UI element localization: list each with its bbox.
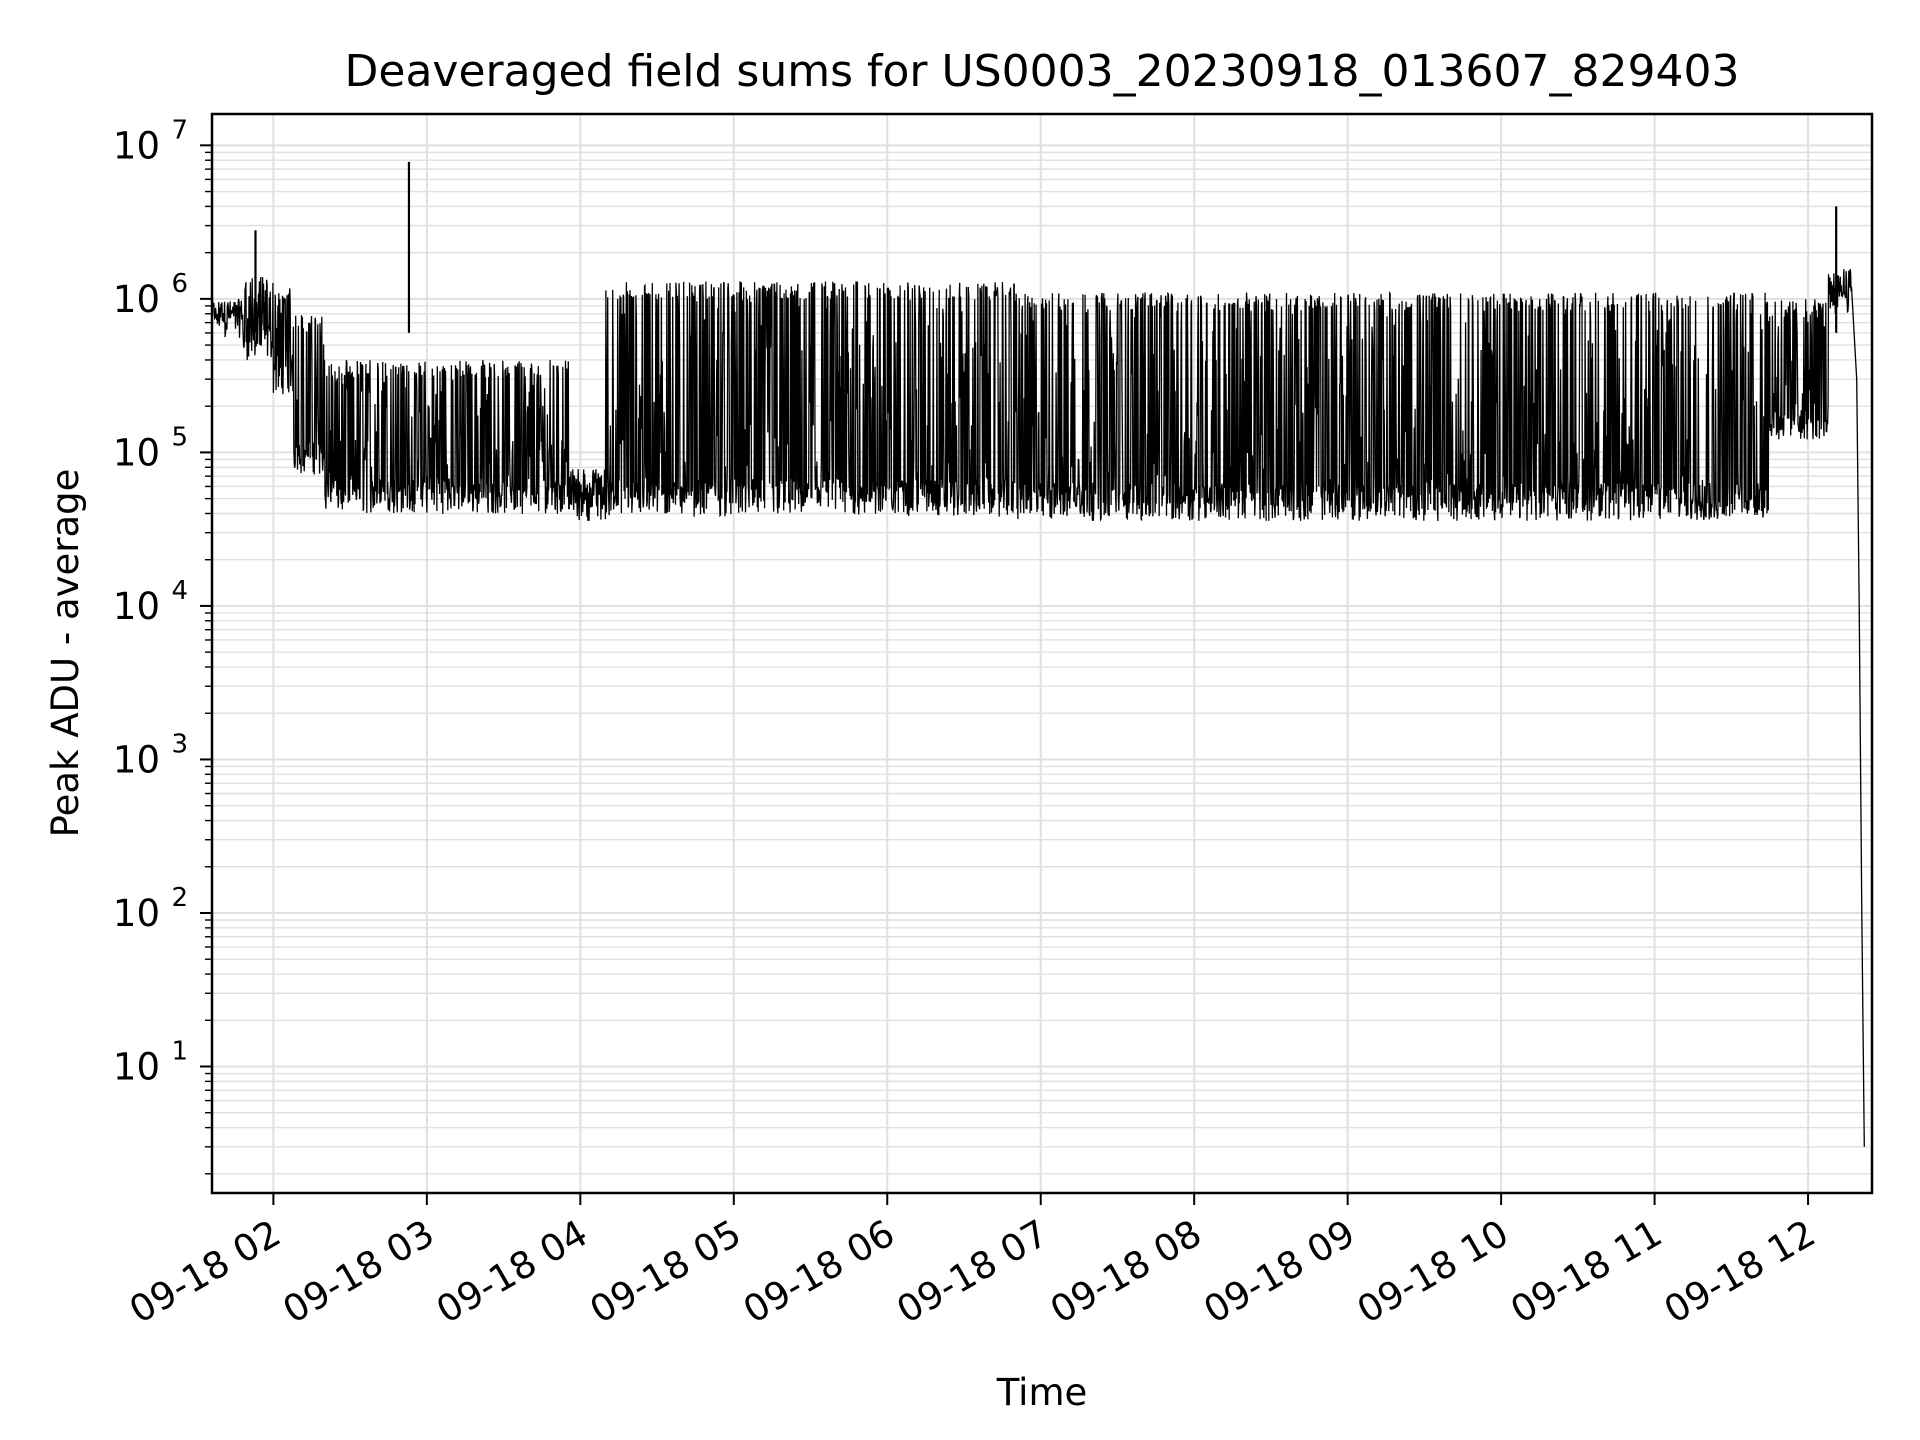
y-tick-label: 10 6 [113, 269, 188, 321]
x-tick-label: 09-18 11 [1504, 1212, 1670, 1332]
y-tick-exponent: 6 [171, 269, 188, 299]
y-tick-exponent: 4 [171, 576, 188, 606]
y-tick-base: 10 [113, 124, 160, 167]
y-tick-exponent: 3 [171, 729, 188, 759]
x-tick-label: 09-18 06 [736, 1212, 902, 1332]
chart-title: Deaveraged field sums for US0003_2023091… [345, 46, 1740, 97]
y-tick-label: 10 1 [113, 1037, 188, 1089]
y-tick-exponent: 1 [171, 1037, 188, 1067]
y-tick-base: 10 [113, 431, 160, 474]
y-tick-exponent: 7 [171, 115, 188, 145]
x-axis-label: Time [996, 1371, 1088, 1414]
x-tick-label: 09-18 03 [276, 1212, 442, 1332]
y-axis: 10 1 10 2 10 3 10 4 10 5 10 6 10 7 [113, 115, 212, 1175]
x-tick-label: 09-18 02 [122, 1212, 288, 1332]
y-tick-label: 10 5 [113, 422, 188, 474]
x-tick-label: 09-18 09 [1197, 1212, 1363, 1332]
y-tick-label: 10 4 [113, 576, 188, 628]
x-tick-label: 09-18 07 [890, 1212, 1056, 1332]
x-tick-label: 09-18 04 [429, 1212, 595, 1332]
y-tick-base: 10 [113, 1046, 160, 1089]
y-tick-label: 10 7 [113, 115, 188, 167]
x-tick-label: 09-18 08 [1043, 1212, 1209, 1332]
plot-frame [210, 112, 1874, 1195]
y-tick-exponent: 2 [171, 883, 188, 913]
x-tick-label: 09-18 12 [1657, 1212, 1823, 1332]
grid [212, 114, 1872, 1193]
series-path [211, 269, 1865, 1147]
y-tick-label: 10 3 [113, 729, 188, 781]
y-axis-label: Peak ADU - average [44, 469, 87, 838]
series-line [211, 161, 1865, 1147]
x-tick-label: 09-18 05 [583, 1212, 749, 1332]
y-tick-base: 10 [113, 278, 160, 321]
y-tick-base: 10 [113, 892, 160, 935]
y-tick-base: 10 [113, 738, 160, 781]
y-tick-base: 10 [113, 585, 160, 628]
x-tick-label: 09-18 10 [1350, 1212, 1516, 1332]
y-tick-label: 10 2 [113, 883, 188, 935]
y-tick-exponent: 5 [171, 422, 188, 452]
